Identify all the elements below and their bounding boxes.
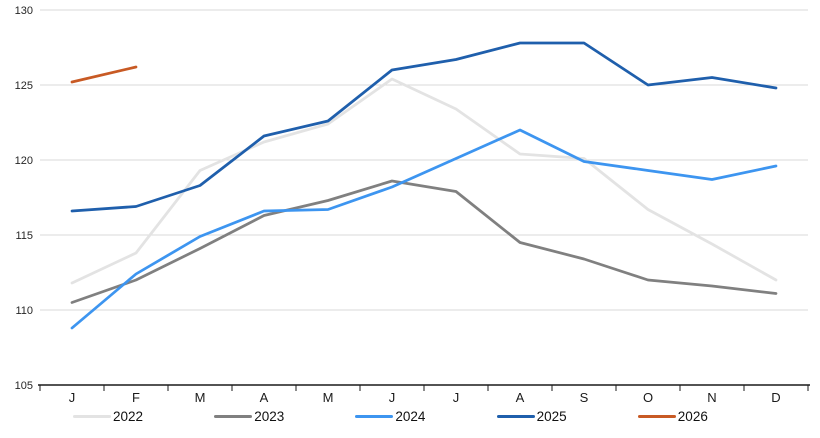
x-axis-label: D: [771, 390, 780, 405]
legend-label: 2023: [254, 408, 285, 424]
x-axis-label: A: [260, 390, 269, 405]
chart-legend: 2022 2023 2024 2025 2026: [0, 406, 820, 432]
legend-swatch-2022: [73, 414, 111, 418]
y-axis-label: 115: [15, 230, 33, 242]
series-line-2023: [70, 179, 778, 304]
legend-swatch-2024: [355, 414, 394, 418]
legend-swatch-2025: [496, 414, 535, 418]
y-axis-label: 105: [15, 380, 33, 392]
legend-item-2022: 2022: [73, 406, 143, 426]
series-line-2024: [70, 128, 778, 330]
x-axis-label: J: [69, 390, 76, 405]
legend-item-2025: 2025: [496, 406, 567, 426]
x-axis-label: M: [195, 390, 206, 405]
series-line-2025: [70, 41, 778, 213]
x-axis-label: N: [707, 390, 716, 405]
y-axis-label: 120: [15, 155, 33, 167]
legend-item-2026: 2026: [637, 406, 708, 426]
line-chart-plot-area: 105 110 115 120 125 130 J F M A M J J A S O N D: [15, 5, 810, 405]
legend-label: 2025: [536, 408, 567, 424]
x-axis-label: S: [580, 390, 589, 405]
series-line-2022: [70, 77, 778, 285]
x-axis-label: O: [643, 390, 653, 405]
x-axis-label: J: [389, 390, 396, 405]
legend-swatch-2023: [214, 414, 253, 418]
series-line-2026: [70, 65, 138, 84]
legend-swatch-2026: [637, 414, 676, 418]
x-axis-label: F: [132, 390, 140, 405]
y-axis-label: 130: [15, 5, 33, 17]
y-axis-label: 125: [15, 80, 33, 92]
y-axis-label: 110: [15, 305, 33, 317]
legend-label: 2024: [395, 408, 426, 424]
legend-item-2024: 2024: [355, 406, 425, 426]
x-axis-label: A: [516, 390, 525, 405]
x-axis-label: M: [323, 390, 334, 405]
legend-label: 2026: [677, 408, 708, 424]
legend-label: 2022: [113, 408, 144, 424]
x-axis-label: J: [453, 390, 460, 405]
legend-item-2023: 2023: [214, 406, 284, 426]
